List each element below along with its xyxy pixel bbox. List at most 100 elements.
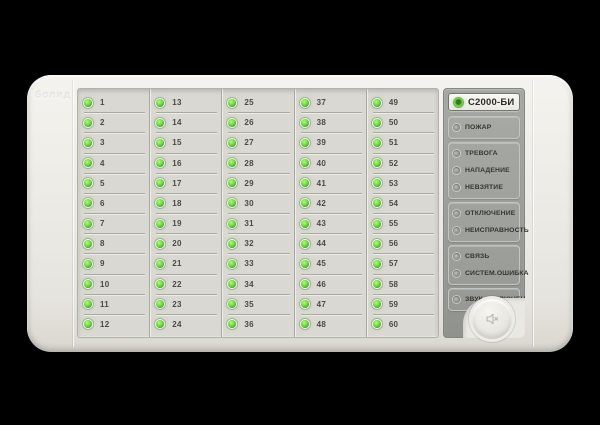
status-label: НЕВЗЯТИЕ bbox=[465, 184, 504, 191]
speaker-muted-icon bbox=[486, 313, 499, 325]
zone-led-icon bbox=[84, 118, 92, 127]
zone-number: 4 bbox=[100, 158, 105, 168]
zone-cell: 20 bbox=[156, 234, 218, 255]
zone-led-icon bbox=[372, 138, 381, 147]
zone-cell: 48 bbox=[300, 315, 362, 334]
zone-number: 24 bbox=[172, 319, 182, 329]
zone-number: 52 bbox=[388, 158, 399, 168]
zone-led-icon bbox=[372, 259, 381, 268]
zone-number: 31 bbox=[244, 219, 254, 229]
zone-led-icon bbox=[228, 300, 237, 309]
zone-cell: 18 bbox=[156, 194, 218, 215]
zone-cell: 43 bbox=[300, 214, 362, 235]
zone-number: 34 bbox=[244, 279, 254, 289]
zone-number: 13 bbox=[172, 98, 182, 108]
zone-cell: 11 bbox=[84, 295, 146, 315]
zone-led-icon bbox=[228, 239, 237, 248]
zone-indicator-grid: 1 2 3 4 5 6 7 8 9 10 11 12 13 14 15 16 17 18 19 20 21 22 23 24 2… bbox=[77, 88, 439, 338]
zone-number: 7 bbox=[100, 219, 105, 229]
status-label: СВЯЗЬ bbox=[465, 253, 490, 260]
zone-led-icon bbox=[300, 280, 309, 289]
zone-led-icon bbox=[156, 300, 165, 309]
zone-cell: 10 bbox=[84, 275, 146, 295]
zone-led-icon bbox=[156, 219, 165, 228]
zone-cell: 58 bbox=[372, 275, 435, 295]
zone-led-icon bbox=[372, 98, 381, 107]
zone-led-icon bbox=[156, 138, 165, 147]
casing-seam-left bbox=[72, 80, 74, 347]
zone-cell: 2 bbox=[84, 113, 146, 134]
zone-led-icon bbox=[84, 199, 92, 208]
zone-number: 42 bbox=[316, 198, 327, 208]
zone-number: 25 bbox=[244, 98, 254, 108]
zone-led-icon bbox=[300, 98, 309, 107]
zone-number: 50 bbox=[388, 118, 399, 128]
zone-cell: 14 bbox=[156, 113, 218, 134]
status-led-icon bbox=[453, 296, 460, 303]
zone-number: 41 bbox=[316, 178, 327, 188]
casing-seam-right bbox=[532, 80, 534, 347]
zone-led-icon bbox=[84, 280, 92, 289]
zone-led-icon bbox=[228, 320, 237, 329]
zone-cell: 42 bbox=[300, 194, 362, 215]
zone-number: 28 bbox=[244, 158, 254, 168]
status-led-icon bbox=[453, 184, 460, 191]
status-label: ТРЕВОГА bbox=[465, 150, 498, 157]
status-indicator-row: НЕВЗЯТИЕ bbox=[453, 179, 515, 196]
zone-led-icon bbox=[228, 159, 237, 168]
status-led-icon bbox=[453, 167, 460, 174]
zone-cell: 55 bbox=[372, 214, 435, 235]
zone-number: 60 bbox=[388, 319, 399, 329]
zone-led-icon bbox=[84, 179, 92, 188]
zone-number: 21 bbox=[172, 259, 182, 269]
zone-number: 57 bbox=[388, 259, 399, 269]
zone-cell: 21 bbox=[156, 254, 218, 275]
zone-number: 36 bbox=[244, 319, 254, 329]
zone-led-icon bbox=[156, 159, 165, 168]
zone-cell: 1 bbox=[84, 93, 146, 114]
zone-led-icon bbox=[300, 300, 309, 309]
zone-led-icon bbox=[372, 159, 381, 168]
zone-led-icon bbox=[372, 280, 381, 289]
zone-number: 3 bbox=[100, 138, 105, 148]
zone-cell: 9 bbox=[84, 254, 146, 275]
status-indicator-row: СИСТЕМ.ОШИБКА bbox=[453, 265, 529, 282]
model-label: С2000-БИ bbox=[468, 96, 515, 108]
zone-cell: 22 bbox=[156, 275, 218, 295]
zone-number: 23 bbox=[172, 299, 182, 309]
zone-number: 40 bbox=[316, 158, 327, 168]
zone-led-icon bbox=[228, 259, 237, 268]
zone-led-icon bbox=[372, 320, 381, 329]
zone-led-icon bbox=[372, 199, 381, 208]
zone-cell: 51 bbox=[372, 133, 435, 154]
zone-led-icon bbox=[300, 219, 309, 228]
sound-mute-button[interactable] bbox=[472, 299, 512, 339]
zone-cell: 60 bbox=[372, 315, 434, 334]
status-label: СИСТЕМ.ОШИБКА bbox=[465, 270, 529, 277]
zone-led-icon bbox=[300, 118, 309, 127]
zone-cell: 33 bbox=[228, 254, 290, 275]
s2000-bi-panel: болид 1 2 3 4 5 6 7 8 9 10 11 12 13 14 15 16 17 18 19 20 21 2… bbox=[27, 75, 573, 352]
zone-cell: 24 bbox=[156, 315, 217, 334]
zone-cell: 54 bbox=[372, 194, 435, 215]
zone-led-icon bbox=[84, 219, 92, 228]
zone-number: 39 bbox=[316, 138, 327, 148]
zone-number: 38 bbox=[316, 118, 327, 128]
zone-led-icon bbox=[372, 219, 381, 228]
zone-number: 10 bbox=[100, 279, 110, 289]
zone-number: 1 bbox=[100, 98, 105, 108]
status-label: НАПАДЕНИЕ bbox=[465, 167, 510, 174]
zone-number: 14 bbox=[172, 118, 182, 128]
zone-cell: 6 bbox=[84, 194, 146, 215]
status-group: ПОЖАР bbox=[448, 116, 520, 139]
zone-cell: 35 bbox=[228, 295, 290, 315]
zone-cell: 57 bbox=[372, 254, 435, 275]
zone-cell: 40 bbox=[300, 154, 362, 174]
zone-cell: 50 bbox=[372, 113, 435, 134]
power-led-icon bbox=[454, 97, 463, 107]
zone-led-icon bbox=[300, 239, 309, 248]
zone-number: 37 bbox=[316, 98, 327, 108]
zone-led-icon bbox=[156, 118, 165, 127]
zone-cell: 52 bbox=[372, 154, 435, 174]
